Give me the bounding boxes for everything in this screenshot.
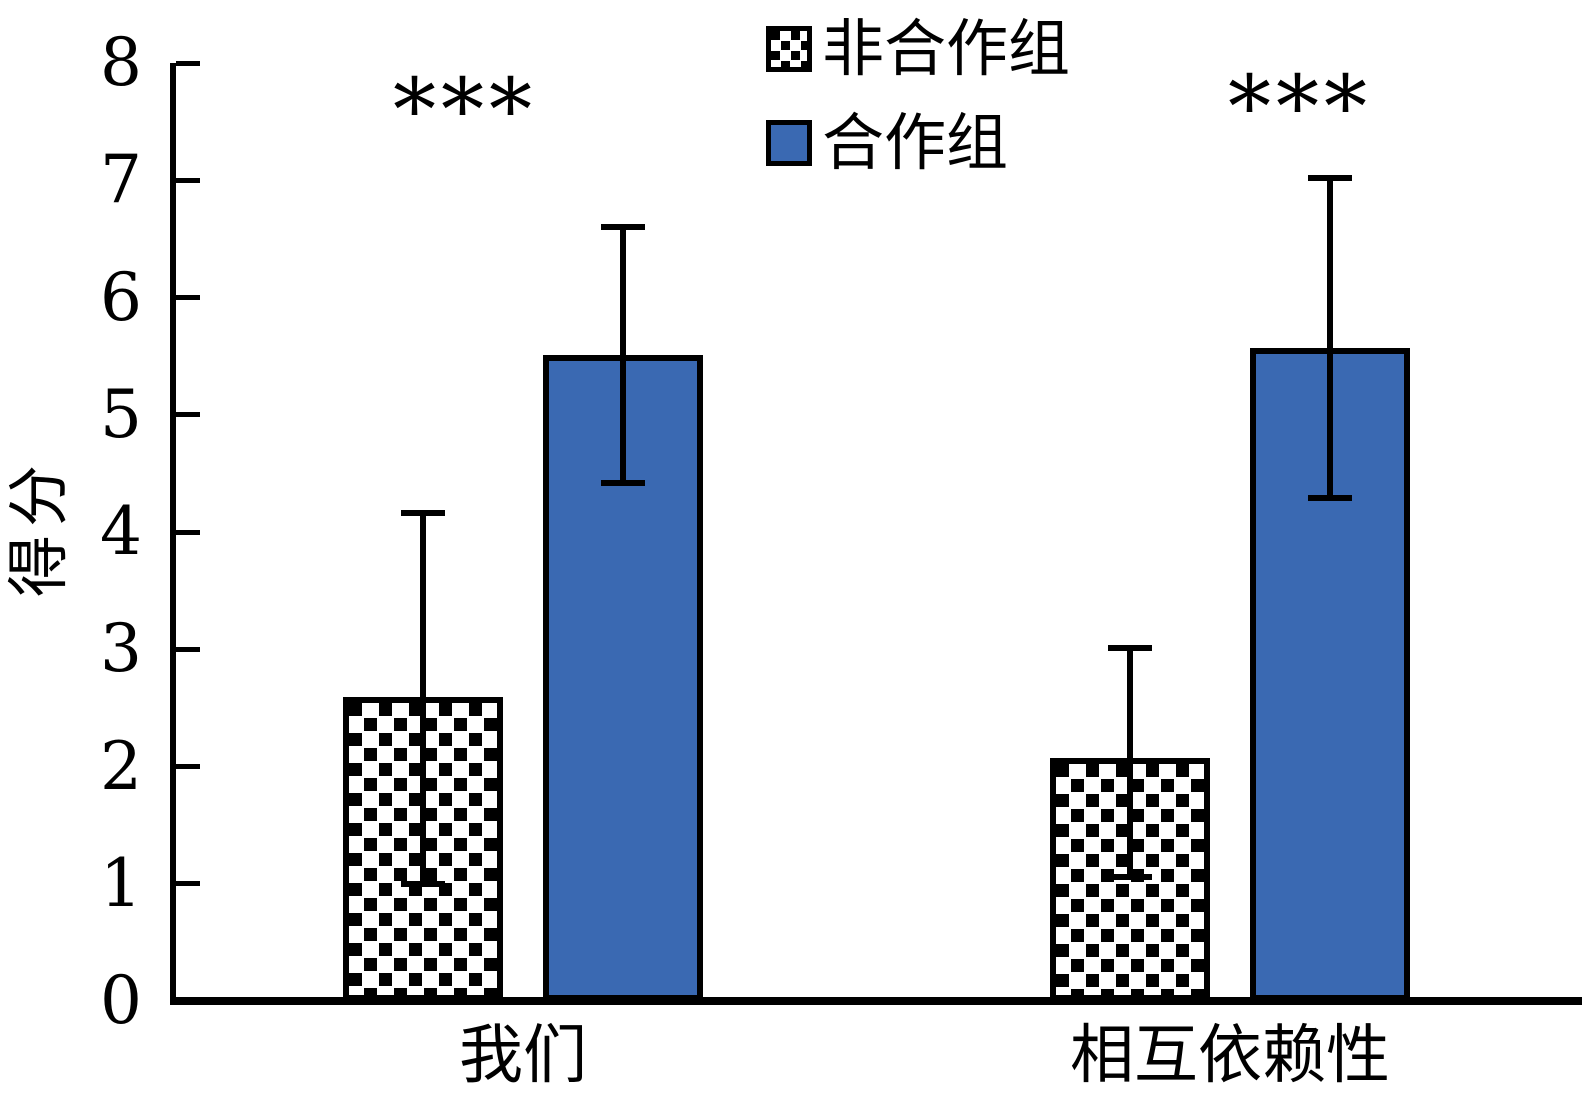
error-cap-bottom-series0-cat1 xyxy=(1108,873,1152,880)
y-tick-label-6: 6 xyxy=(100,258,142,336)
x-category-label-1: 相互依赖性 xyxy=(1070,1019,1390,1093)
error-bar-series0-cat0 xyxy=(420,513,426,884)
y-tick-4 xyxy=(176,529,200,535)
y-tick-label-4: 4 xyxy=(100,493,142,570)
legend-label-noncooperative: 非合作组 xyxy=(822,12,1071,85)
y-tick-label-5: 5 xyxy=(100,375,142,453)
y-tick-label-8: 8 xyxy=(100,24,142,101)
y-axis-line xyxy=(170,63,176,1005)
y-tick-3 xyxy=(176,646,200,652)
error-cap-bottom-series0-cat0 xyxy=(401,880,445,887)
bar-series0-cat1 xyxy=(1050,758,1210,1001)
legend-item-noncooperative: 非合作组 xyxy=(766,2,1070,96)
y-tick-6 xyxy=(176,295,200,300)
error-cap-top-series0-cat0 xyxy=(401,510,445,517)
legend-swatch-solid xyxy=(766,120,812,166)
y-tick-7 xyxy=(176,177,200,183)
y-tick-label-7: 7 xyxy=(100,141,142,219)
error-bar-series1-cat0 xyxy=(620,227,626,483)
significance-marker-left: *** xyxy=(393,61,537,161)
error-cap-bottom-series1-cat0 xyxy=(601,479,645,486)
y-tick-label-3: 3 xyxy=(100,610,142,688)
y-tick-8 xyxy=(176,60,200,66)
y-axis-title: 得分 xyxy=(2,456,75,598)
legend-label-cooperative: 合作组 xyxy=(822,106,1009,179)
legend-item-cooperative: 合作组 xyxy=(766,96,1070,190)
error-cap-top-series1-cat1 xyxy=(1308,174,1352,181)
error-bar-series1-cat1 xyxy=(1327,177,1333,498)
error-cap-top-series1-cat0 xyxy=(601,224,645,231)
y-tick-5 xyxy=(176,412,200,418)
y-tick-label-1: 1 xyxy=(100,844,142,922)
legend-swatch-hatched xyxy=(766,26,812,72)
y-tick-label-0: 0 xyxy=(100,962,142,1039)
y-tick-1 xyxy=(176,881,200,887)
error-cap-bottom-series1-cat1 xyxy=(1308,494,1352,501)
significance-marker-right: *** xyxy=(1228,58,1372,158)
legend: 非合作组 合作组 xyxy=(766,2,1070,190)
x-category-label-0: 我们 xyxy=(459,1019,587,1093)
bar-series0-cat0 xyxy=(343,697,503,1001)
x-axis-line xyxy=(170,997,1582,1005)
y-tick-2 xyxy=(176,764,200,769)
y-tick-label-2: 2 xyxy=(100,727,142,805)
error-cap-top-series0-cat1 xyxy=(1108,645,1152,652)
error-bar-series0-cat1 xyxy=(1127,648,1133,877)
